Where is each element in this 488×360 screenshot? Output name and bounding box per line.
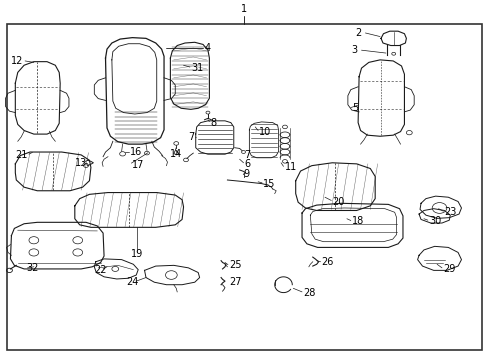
Text: 3: 3 xyxy=(351,45,357,55)
Text: 14: 14 xyxy=(169,149,182,159)
Text: 30: 30 xyxy=(428,216,440,226)
Text: 7: 7 xyxy=(188,132,194,142)
Text: 10: 10 xyxy=(259,127,271,136)
Text: 17: 17 xyxy=(132,159,144,170)
Text: 29: 29 xyxy=(443,264,455,274)
Text: 16: 16 xyxy=(130,147,142,157)
Text: 31: 31 xyxy=(190,63,203,73)
Text: 28: 28 xyxy=(303,288,315,298)
Text: 21: 21 xyxy=(15,150,28,160)
Text: 20: 20 xyxy=(331,197,344,207)
Text: 1: 1 xyxy=(241,4,247,14)
Text: 7: 7 xyxy=(244,150,250,160)
Text: 18: 18 xyxy=(351,216,363,226)
Text: 19: 19 xyxy=(131,248,143,258)
Text: 15: 15 xyxy=(263,179,275,189)
Text: 27: 27 xyxy=(228,277,241,287)
Text: 23: 23 xyxy=(444,207,456,217)
Text: 5: 5 xyxy=(351,103,357,113)
Text: 24: 24 xyxy=(126,277,139,287)
Text: 11: 11 xyxy=(285,162,297,172)
Text: 13: 13 xyxy=(75,158,87,168)
Text: 9: 9 xyxy=(243,168,249,179)
Text: 12: 12 xyxy=(11,56,24,66)
Text: 8: 8 xyxy=(210,118,216,128)
Text: 25: 25 xyxy=(228,260,241,270)
Text: 22: 22 xyxy=(94,265,106,275)
Text: 2: 2 xyxy=(355,28,361,38)
Text: 6: 6 xyxy=(244,159,250,169)
Text: 26: 26 xyxy=(321,257,333,267)
Text: 4: 4 xyxy=(204,43,210,53)
Text: 32: 32 xyxy=(26,263,39,273)
